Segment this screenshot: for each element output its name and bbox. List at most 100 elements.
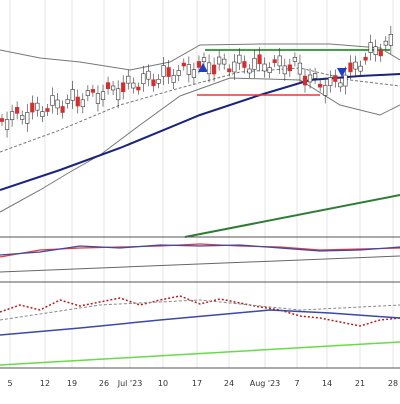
candle-body [201,57,207,62]
x-tick-label: 26 [99,379,109,388]
candle-body [292,57,298,62]
candle-body [343,74,348,87]
candle-body [156,78,161,84]
candle-body [126,75,131,84]
candle-body [242,61,247,68]
candle-body [161,65,166,77]
candle-body [131,82,136,89]
candle-body [50,95,55,106]
candle-body [116,88,121,101]
candle-body [247,68,252,74]
x-tick-label: 7 [294,379,299,388]
candle-body [75,96,80,107]
candle-body [277,55,282,67]
indicator-c [0,255,400,273]
candle-body [10,111,15,121]
candle-body [60,106,65,113]
candle-body [338,82,343,88]
candle-body [297,62,303,75]
x-axis: 5 12 19 26 Jul '23 10 17 24 Aug '23 7 14 21 28 [7,379,398,388]
candle-body [388,34,393,46]
candle-body [368,42,373,53]
x-tick-label: 21 [355,379,365,388]
candle-body [15,107,20,114]
candle-body [212,64,217,75]
candle-body [378,49,383,57]
candle-body [121,82,126,93]
candles [0,25,393,138]
candle-body [55,99,60,109]
candle-body [318,83,323,88]
candle-body [227,68,232,73]
candle-body [267,67,272,73]
candle-body [45,108,50,112]
x-tick-label: 14 [322,379,332,388]
candle-body [171,75,176,83]
long-average [184,194,400,238]
candle-body [358,65,363,72]
long-trend [0,341,400,366]
oscillator-signal [0,299,400,321]
candle-body [257,54,262,65]
x-tick-label: 10 [158,379,168,388]
candle-body [30,102,35,113]
candle-body [333,75,338,82]
candle-body [222,58,227,65]
buy-signal [198,63,208,72]
candle-body [166,67,171,77]
candle-body [302,75,308,86]
candle-body [0,118,5,122]
oscillator [0,295,400,327]
candle-body [141,73,146,85]
candle-body [237,54,242,64]
candle-body [85,90,90,96]
candle-body [353,61,358,70]
candle-body [363,56,368,61]
candle-body [348,62,353,73]
candle-body [272,59,277,63]
candle-body [191,69,197,78]
candle-body [105,82,111,89]
x-tick-label: Aug '23 [250,379,281,388]
candle-body [206,62,212,75]
candle-body [100,91,106,100]
x-tick-label: 28 [388,379,398,388]
candle-body [20,115,25,120]
sell-signal [337,68,347,77]
candle-body [40,111,45,117]
moving-average [0,73,400,191]
candle-body [323,85,328,96]
candle-body [90,89,95,93]
candle-body [373,46,378,55]
x-tick-label: 24 [224,379,234,388]
candle-body [25,112,30,124]
candle-body [252,58,257,70]
candle-body [80,99,85,108]
x-tick-label: 19 [67,379,77,388]
candle-body [186,64,191,75]
candle-body [151,79,156,87]
candle-body [95,93,101,104]
candle-body [136,86,141,91]
upper-band [0,43,400,71]
candle-body [111,85,116,91]
candle-body [146,70,151,80]
candle-body [35,102,40,111]
candle-body [282,65,287,75]
candle-body [262,63,267,72]
candle-body [307,74,313,83]
candle-body [312,73,318,79]
x-tick-label: Jul '23 [117,379,143,388]
indicator-b [0,244,400,256]
candle-body [217,56,222,65]
candle-body [65,99,70,104]
x-tick-label: 5 [7,379,12,388]
candle-body [383,40,388,46]
candle-body [181,62,186,67]
candle-body [176,70,181,76]
x-tick-label: 17 [192,379,202,388]
x-tick-label: 12 [40,379,50,388]
candle-body [328,77,333,86]
candle-body [196,61,202,68]
